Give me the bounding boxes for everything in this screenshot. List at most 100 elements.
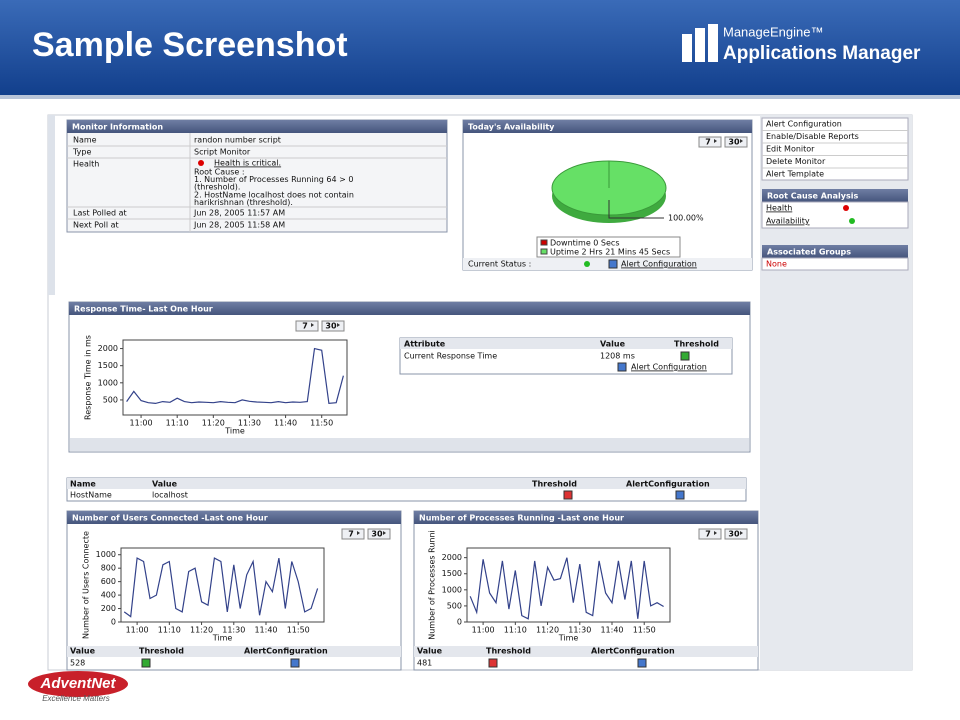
label: localhost (152, 491, 188, 500)
label: Jun 28, 2005 11:58 AM (193, 221, 285, 230)
sidebar-link[interactable]: Alert Template (766, 170, 824, 179)
x-tick-label: 11:30 (568, 626, 591, 635)
label: Name (73, 136, 97, 145)
header-bar (0, 0, 960, 95)
panel-header (463, 120, 752, 133)
y-tick-label: 500 (103, 395, 118, 404)
legend-label: Uptime 2 Hrs 21 Mins 45 Secs (550, 248, 670, 257)
alert-link[interactable]: Alert Configuration (621, 260, 697, 269)
panel (68, 301, 751, 453)
panel-title: Monitor Information (72, 123, 163, 132)
table-header: Value (70, 647, 96, 656)
label: HostName (70, 491, 112, 500)
y-tick-label: 200 (101, 604, 116, 613)
pie-label: 100.00% (668, 214, 704, 223)
x-tick-label: 11:40 (600, 626, 623, 635)
x-tick-label: 11:10 (504, 626, 527, 635)
sidebar-link[interactable]: Delete Monitor (766, 157, 826, 166)
x-tick-label: 11:00 (472, 626, 495, 635)
y-tick-label: 1000 (442, 585, 462, 594)
period-button[interactable] (367, 528, 391, 540)
table-header: AlertConfiguration (244, 647, 328, 656)
y-tick-label: 1500 (98, 361, 118, 370)
button-arrow (337, 323, 340, 327)
status-icon (198, 160, 204, 166)
panel-footer (70, 438, 749, 451)
table-header: Value (152, 480, 178, 489)
period-button-label[interactable]: 30 (728, 530, 740, 539)
rca-link[interactable]: Availability (766, 217, 810, 226)
panel-header (69, 302, 750, 315)
period-button[interactable] (341, 528, 365, 540)
period-button[interactable] (724, 136, 748, 148)
period-button-label[interactable]: 30 (325, 322, 337, 331)
footer-tagline: Excellence Matters (42, 694, 110, 703)
x-tick-label: 11:50 (633, 626, 656, 635)
plot-area (466, 547, 671, 623)
rca-box (761, 201, 909, 229)
button-arrow (714, 139, 717, 143)
y-tick-label: 1000 (96, 550, 116, 559)
legend-swatch (540, 248, 548, 255)
button-arrow (714, 531, 717, 535)
panel-title: Response Time- Last One Hour (74, 305, 213, 314)
period-button[interactable] (295, 320, 319, 332)
health-link[interactable]: Health is critical. (214, 159, 281, 168)
panel-header (67, 511, 401, 524)
y-tick-label: 400 (101, 591, 116, 600)
status-icon (849, 218, 855, 224)
period-button-label[interactable]: 7 (302, 322, 308, 331)
period-button[interactable] (698, 528, 722, 540)
button-arrow (383, 531, 386, 535)
period-button[interactable] (724, 528, 748, 540)
label: Current Response Time (404, 352, 497, 361)
host-head (67, 478, 746, 489)
sidebar-link[interactable]: Enable/Disable Reports (766, 132, 859, 141)
alert-link[interactable]: Alert Configuration (631, 363, 707, 372)
x-axis-label: Time (212, 634, 233, 643)
panel-header (762, 245, 908, 258)
y-axis-label: Number of Processes Runni (428, 530, 437, 640)
group: None (766, 260, 787, 269)
status-icon (843, 205, 849, 211)
x-tick-label: 11:40 (254, 626, 277, 635)
label: Root Cause : (194, 168, 245, 177)
header-rule (0, 95, 960, 99)
label: harikrishnan (threshold). (194, 198, 293, 207)
links-box (761, 117, 909, 181)
period-button-label[interactable]: 30 (371, 530, 383, 539)
period-button[interactable] (698, 136, 722, 148)
label: (threshold). (194, 183, 240, 192)
period-button-label[interactable]: 7 (348, 530, 354, 539)
button-arrow (311, 323, 314, 327)
label: randon number script (194, 136, 281, 145)
table-header: AlertConfiguration (626, 480, 710, 489)
y-tick-label: 1500 (442, 569, 462, 578)
x-tick-label: 11:10 (166, 419, 189, 428)
label: 1208 ms (600, 352, 635, 361)
footer-head (67, 646, 401, 657)
icon (680, 351, 690, 361)
y-tick-label: 0 (111, 618, 116, 627)
y-axis-label: Number of Users Connecte (82, 531, 91, 639)
button-arrow (357, 531, 360, 535)
logo-icon (682, 24, 718, 62)
table-header: Threshold (486, 647, 531, 656)
rca-link[interactable]: Health (766, 204, 792, 213)
left-strip (48, 115, 55, 295)
icon (488, 658, 498, 668)
product: Applications Manager (723, 43, 921, 64)
x-tick-label: 11:10 (158, 626, 181, 635)
sidebar-link[interactable]: Alert Configuration (766, 120, 842, 129)
leader-line (608, 200, 664, 219)
y-tick-label: 1000 (98, 378, 118, 387)
panel-title: Number of Processes Running -Last one Ho… (419, 514, 624, 523)
sidebar-link[interactable]: Edit Monitor (766, 145, 815, 154)
period-button-label[interactable]: 7 (705, 138, 711, 147)
period-button[interactable] (321, 320, 345, 332)
period-button-label[interactable]: 7 (705, 530, 711, 539)
footer-logo (28, 671, 128, 697)
plot-area (120, 547, 325, 623)
period-button-label[interactable]: 30 (728, 138, 740, 147)
